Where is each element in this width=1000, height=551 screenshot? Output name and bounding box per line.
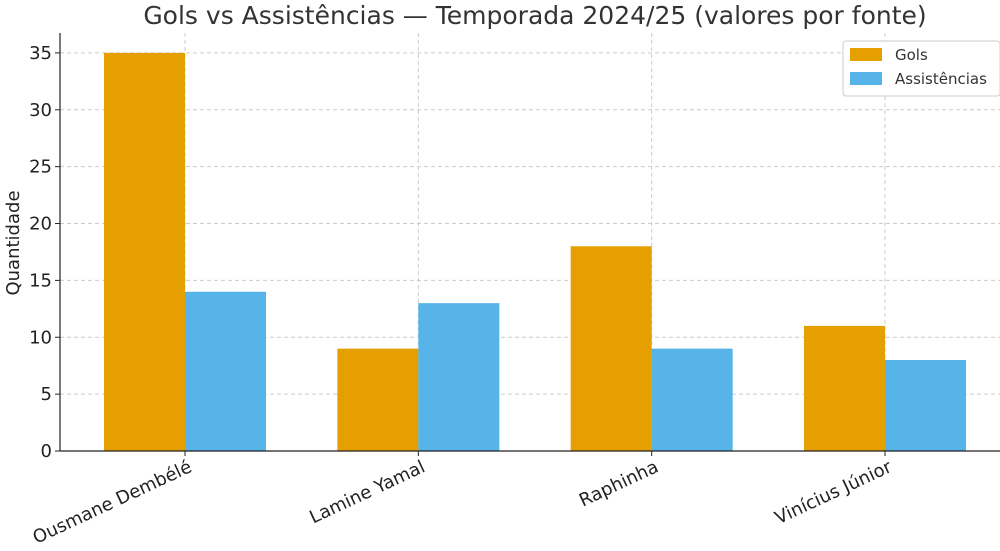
y-tick-label: 20 xyxy=(29,214,52,235)
y-axis-label: Quantidade xyxy=(3,190,24,295)
y-tick-label: 30 xyxy=(29,100,52,121)
legend-label-gols: Gols xyxy=(895,46,928,64)
legend-swatch-assistencias xyxy=(850,72,882,85)
x-tick-label: Raphinha xyxy=(576,456,662,511)
bar-gols xyxy=(803,325,885,451)
bar-assistencias xyxy=(185,291,266,451)
bar-gols xyxy=(570,246,652,451)
bar-assistencias xyxy=(651,348,733,451)
x-tick-label: Vinícius Júnior xyxy=(772,456,896,529)
y-tick-label: 0 xyxy=(41,441,52,462)
bar-gols xyxy=(337,348,419,451)
x-ticks: Ousmane Dembélé Lamine Yamal Raphinha Viníc… xyxy=(30,451,896,549)
y-tick-label: 15 xyxy=(29,270,52,291)
y-tick-label: 10 xyxy=(29,327,52,348)
x-tick-label: Lamine Yamal xyxy=(306,456,428,528)
y-tick-label: 25 xyxy=(29,157,52,178)
x-tick-label: Ousmane Dembélé xyxy=(30,456,195,548)
y-tick-label: 35 xyxy=(29,43,52,64)
legend-label-assistencias: Assistências xyxy=(895,70,987,88)
bar-assistencias xyxy=(418,303,500,451)
legend: Gols Assistências xyxy=(842,40,1000,97)
y-ticks: 0 5 10 15 20 25 30 35 xyxy=(29,43,60,462)
bar-assistencias xyxy=(884,360,966,451)
legend-swatch-gols xyxy=(850,48,882,61)
chart-title: Gols vs Assistências — Temporada 2024/25… xyxy=(143,1,926,30)
bars xyxy=(104,52,966,452)
axes xyxy=(59,33,1000,452)
y-tick-label: 5 xyxy=(41,384,52,405)
bar-gols xyxy=(104,52,185,452)
legend-box xyxy=(842,40,1000,97)
